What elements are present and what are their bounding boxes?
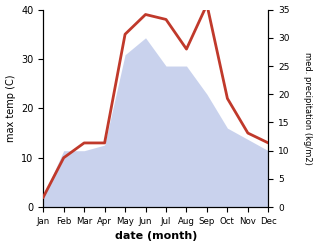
X-axis label: date (month): date (month) [114, 231, 197, 242]
Y-axis label: med. precipitation (kg/m2): med. precipitation (kg/m2) [303, 52, 313, 165]
Y-axis label: max temp (C): max temp (C) [5, 75, 16, 142]
